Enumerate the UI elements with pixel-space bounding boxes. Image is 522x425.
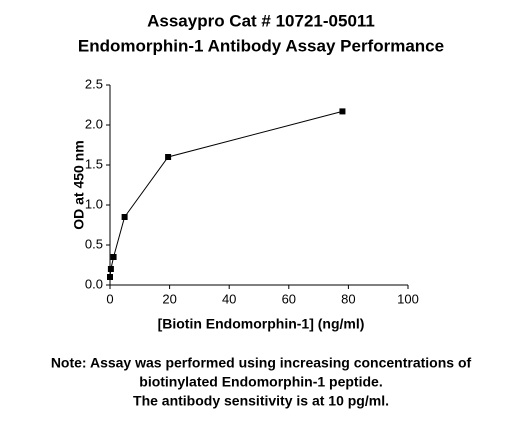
chart-title: Assaypro Cat # 10721-05011 (147, 11, 375, 30)
x-tick-label: 80 (341, 291, 355, 306)
note-line: biotinylated Endomorphin-1 peptide. (139, 374, 382, 390)
y-tick-label: 1.5 (85, 156, 103, 171)
x-tick-label: 100 (397, 291, 419, 306)
x-tick-label: 40 (222, 291, 236, 306)
x-tick-label: 0 (106, 291, 113, 306)
y-tick-label: 0.5 (85, 236, 103, 251)
y-tick-label: 2.0 (85, 116, 103, 131)
note-line: The antibody sensitivity is at 10 pg/ml. (133, 393, 389, 409)
y-tick-label: 2.5 (85, 76, 103, 91)
data-point (110, 254, 117, 260)
data-point (339, 108, 346, 115)
data-line (109, 110, 343, 278)
data-point (165, 154, 172, 160)
y-axis-label: OD at 450 nm (71, 140, 87, 229)
data-point (107, 274, 113, 280)
y-tick-label: 0.0 (85, 276, 103, 291)
chart-subtitle: Endomorphin-1 Antibody Assay Performance (78, 36, 444, 55)
x-tick-label: 60 (282, 291, 296, 306)
data-point (121, 214, 128, 220)
note-line: Note: Assay was performed using increasi… (51, 355, 472, 371)
y-tick-label: 1.0 (85, 196, 103, 211)
x-axis-label: [Biotin Endomorphin-1] (ng/ml) (158, 316, 365, 332)
x-tick-label: 20 (162, 291, 176, 306)
data-point (107, 266, 114, 272)
